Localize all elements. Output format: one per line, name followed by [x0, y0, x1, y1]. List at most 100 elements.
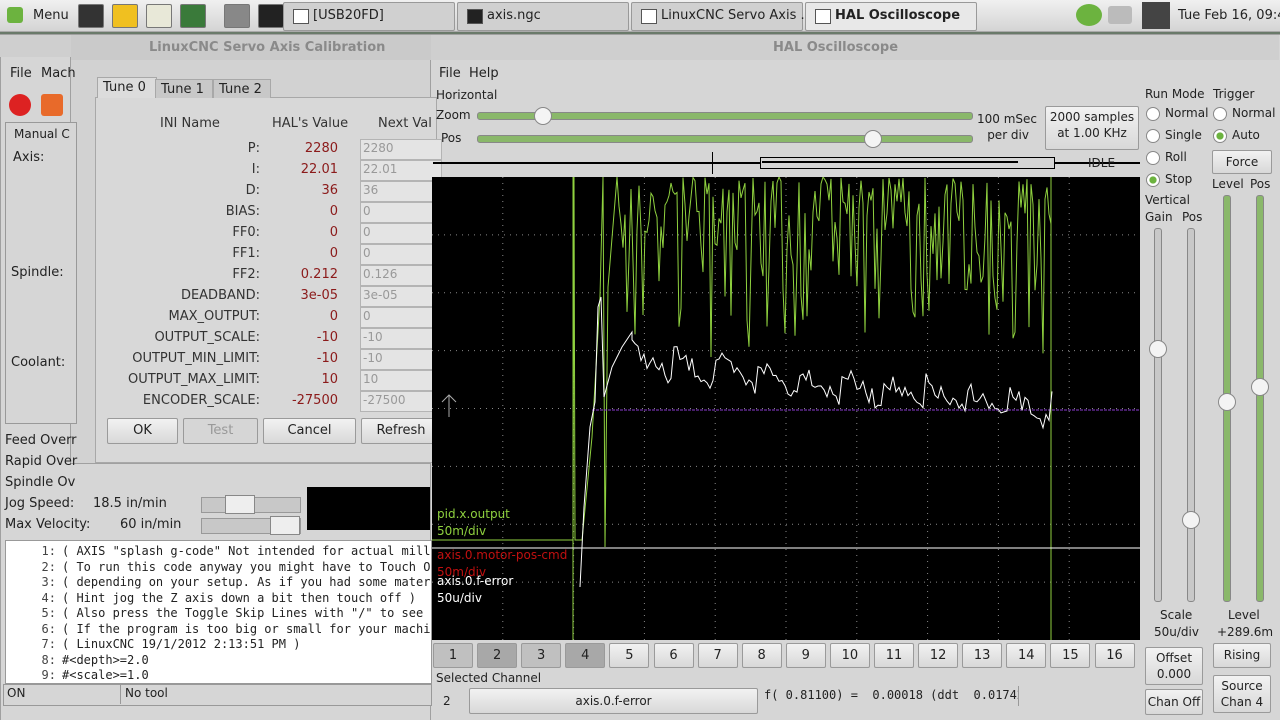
slider-handle[interactable] [1218, 393, 1236, 411]
value-input[interactable] [360, 160, 442, 181]
slider-handle[interactable] [1149, 340, 1167, 358]
channel-button[interactable]: 6 [653, 643, 694, 668]
slider-handle[interactable] [1251, 378, 1269, 396]
radio[interactable] [1146, 151, 1160, 165]
dialog-button[interactable]: Test [183, 418, 258, 444]
channel-button[interactable]: 11 [874, 643, 914, 668]
value-input[interactable] [360, 139, 442, 160]
channel-button[interactable]: 3 [521, 643, 562, 668]
launcher-icon[interactable] [180, 4, 206, 28]
radio[interactable] [1146, 129, 1160, 143]
trace [579, 296, 1053, 588]
task-button[interactable] [805, 2, 977, 31]
task-icon [293, 9, 309, 24]
line-number: 2: [41, 559, 56, 574]
gcode-line: ( To run this code anyway you might have… [62, 559, 430, 574]
power-button[interactable] [41, 94, 63, 116]
slider-label: Pos [1250, 177, 1271, 191]
radio[interactable] [1213, 107, 1227, 121]
slider-track[interactable] [477, 112, 973, 120]
line-number: 4: [41, 590, 56, 605]
vertical-slider-track[interactable] [1256, 195, 1264, 602]
slider-handle[interactable] [270, 516, 300, 535]
tab[interactable] [213, 79, 271, 98]
menu-item[interactable]: Mach [41, 66, 76, 81]
channel-button[interactable]: 12 [918, 643, 959, 668]
source-button[interactable]: Source Chan 4 [1213, 675, 1271, 713]
task-button[interactable] [631, 2, 803, 31]
dialog-button[interactable]: Refresh [361, 418, 441, 444]
status-bar [3, 684, 432, 706]
channel-button[interactable]: 5 [609, 643, 650, 668]
channel-button[interactable]: 2 [477, 643, 518, 668]
status-text: No tool [125, 686, 168, 700]
value-input[interactable] [360, 202, 442, 223]
dialog-button[interactable]: OK [107, 418, 178, 444]
slider-track[interactable] [477, 135, 973, 143]
slider-handle[interactable] [534, 107, 552, 125]
override-label: Spindle Ov [5, 475, 76, 490]
channel-button[interactable]: 14 [1006, 643, 1047, 668]
taskbar-menu[interactable]: Menu [33, 8, 69, 23]
launcher-icon[interactable] [258, 4, 284, 28]
value-input[interactable] [360, 223, 442, 244]
channel-name-button[interactable]: axis.0.f-error [469, 688, 758, 714]
gcode-line: #<depth>=2.0 [62, 652, 149, 667]
channel-button[interactable]: 15 [1050, 643, 1091, 668]
gcode-line: ( Hint jog the Z axis down a bit then to… [62, 590, 417, 605]
line-number: 8: [41, 652, 56, 667]
offset-button[interactable]: Offset 0.000 [1145, 647, 1203, 685]
slider-handle[interactable] [864, 130, 882, 148]
vertical-slider-track[interactable] [1154, 228, 1162, 602]
vertical-slider-track[interactable] [1187, 228, 1195, 602]
radio[interactable] [1213, 129, 1227, 143]
column-header: HAL's Value [272, 116, 349, 131]
hal-value: 36 [321, 183, 338, 198]
menu-item[interactable]: File [10, 66, 32, 81]
line-number: 5: [41, 606, 56, 620]
task-button[interactable] [283, 2, 455, 31]
tray-icon [1108, 6, 1132, 24]
tray-icon [1142, 2, 1170, 29]
launcher-icon[interactable] [146, 4, 172, 28]
title-bar [71, 35, 436, 60]
launcher-icon[interactable] [112, 4, 138, 28]
chan-off-button[interactable]: Chan Off [1145, 689, 1203, 715]
channel-button[interactable]: 1 [433, 643, 473, 668]
force-button[interactable]: Force [1212, 150, 1272, 174]
channel-button[interactable]: 4 [565, 643, 606, 668]
next-value: 0 [363, 204, 371, 218]
column-header: INI Name [160, 116, 220, 131]
launcher-icon[interactable] [78, 4, 104, 28]
window-title: HAL Oscilloscope [773, 40, 899, 55]
channel-button[interactable]: 7 [697, 643, 738, 668]
gcode-line: ( If the program is too big or small for… [62, 621, 430, 636]
slider-label: Level [1212, 177, 1244, 191]
tab[interactable] [155, 79, 213, 98]
channel-button[interactable]: 8 [741, 643, 782, 668]
estop-button[interactable] [9, 94, 31, 116]
task-label: HAL Oscilloscope [835, 8, 961, 23]
value-input[interactable] [360, 307, 442, 328]
radio[interactable] [1146, 107, 1160, 121]
task-button[interactable] [457, 2, 629, 31]
selected-label: Selected Channel [436, 671, 542, 685]
channel-button[interactable]: 13 [962, 643, 1003, 668]
rising-button[interactable]: Rising [1213, 643, 1271, 668]
slider-handle[interactable] [225, 495, 255, 514]
channel-button[interactable]: 16 [1094, 643, 1135, 668]
samples-button[interactable]: 2000 samples at 1.00 KHz [1045, 106, 1139, 150]
radio[interactable] [1146, 173, 1160, 187]
launcher-icon[interactable] [224, 4, 250, 28]
slider-label: Zoom [436, 108, 471, 122]
channel-button[interactable]: 10 [829, 643, 870, 668]
slider-handle[interactable] [1182, 511, 1200, 529]
trace [432, 177, 1052, 640]
next-value: -10 [363, 330, 383, 344]
menu-item[interactable]: Help [469, 66, 499, 81]
value-input[interactable] [360, 244, 442, 265]
menu-item[interactable]: File [439, 66, 461, 81]
dialog-button[interactable]: Cancel [263, 418, 356, 444]
channel-button[interactable]: 9 [785, 643, 826, 668]
